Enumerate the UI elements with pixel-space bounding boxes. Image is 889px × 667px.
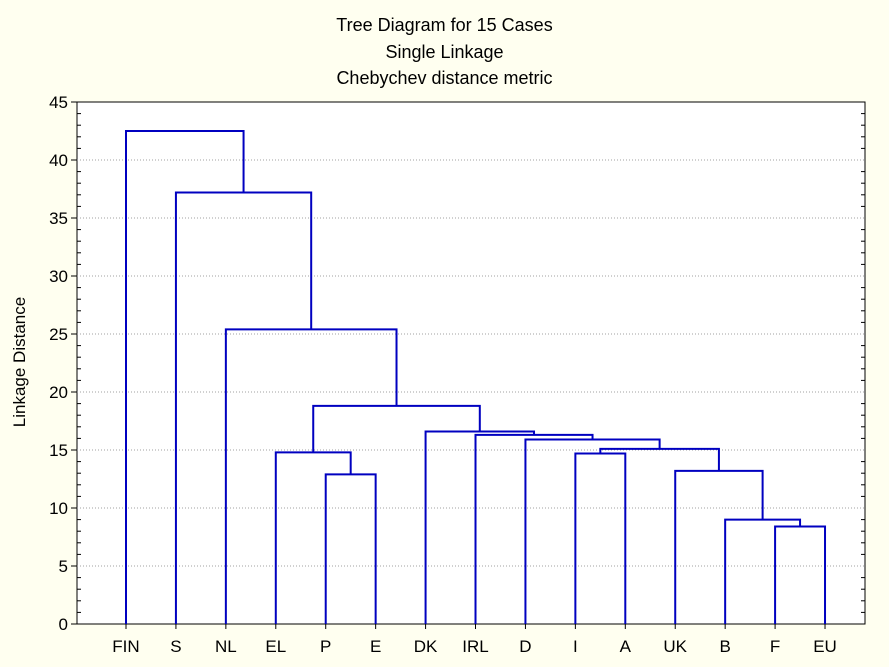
y-tick-label-30: 30 bbox=[49, 267, 68, 286]
leaf-label-IRL: IRL bbox=[462, 637, 488, 656]
x-axis: FIN S NL EL P E DK IRL D I A UK B F EU bbox=[112, 624, 837, 656]
chart-subtitle-linkage: Single Linkage bbox=[385, 42, 504, 62]
leaf-label-NL: NL bbox=[215, 637, 237, 656]
chart-subtitle-metric: Chebychev distance metric bbox=[336, 68, 553, 88]
leaf-label-EU: EU bbox=[813, 637, 837, 656]
y-tick-label-10: 10 bbox=[49, 499, 68, 518]
merge-link-m14 bbox=[125, 130, 245, 624]
y-axis: 0 5 10 15 20 25 30 35 40 45 bbox=[49, 93, 865, 634]
leaf-label-S: S bbox=[170, 637, 181, 656]
leaf-label-FIN: FIN bbox=[112, 637, 139, 656]
plot-area bbox=[76, 101, 866, 625]
dendrogram-tree bbox=[125, 130, 827, 624]
leaf-label-UK: UK bbox=[663, 637, 687, 656]
leaf-label-A: A bbox=[620, 637, 632, 656]
y-tick-label-35: 35 bbox=[49, 209, 68, 228]
leaf-label-DK: DK bbox=[414, 637, 438, 656]
leaf-label-P: P bbox=[320, 637, 331, 656]
y-tick-label-20: 20 bbox=[49, 383, 68, 402]
leaf-label-F: F bbox=[770, 637, 780, 656]
chart-title: Tree Diagram for 15 Cases bbox=[336, 15, 553, 35]
y-tick-label-25: 25 bbox=[49, 325, 68, 344]
leaf-label-E: E bbox=[370, 637, 381, 656]
y-tick-label-45: 45 bbox=[49, 93, 68, 112]
y-tick-label-40: 40 bbox=[49, 151, 68, 170]
y-tick-label-5: 5 bbox=[59, 557, 68, 576]
y-tick-label-15: 15 bbox=[49, 441, 68, 460]
leaf-label-I: I bbox=[573, 637, 578, 656]
leaf-label-B: B bbox=[719, 637, 730, 656]
y-tick-label-0: 0 bbox=[59, 615, 68, 634]
leaf-label-EL: EL bbox=[265, 637, 286, 656]
leaf-label-D: D bbox=[519, 637, 531, 656]
grid-lines bbox=[77, 159, 865, 567]
